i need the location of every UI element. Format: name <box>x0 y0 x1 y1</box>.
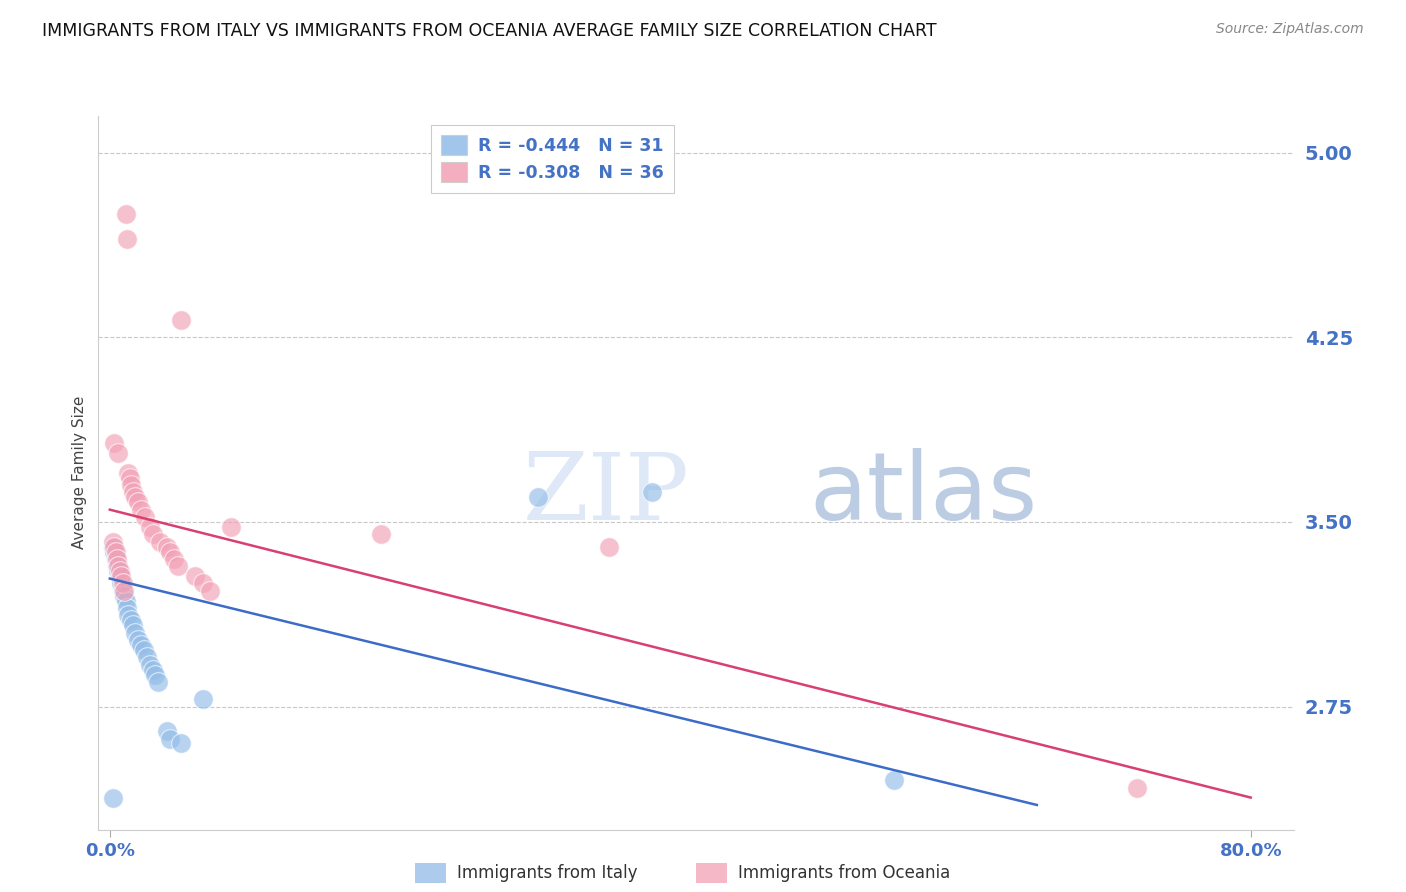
Point <box>114 593 136 607</box>
Point <box>191 692 214 706</box>
Point <box>112 589 135 603</box>
Point <box>526 491 548 505</box>
Point <box>145 667 167 681</box>
Legend: R = -0.444   N = 31, R = -0.308   N = 36: R = -0.444 N = 31, R = -0.308 N = 36 <box>432 125 673 193</box>
Text: atlas: atlas <box>810 448 1038 541</box>
Point <box>191 576 214 591</box>
Point <box>135 650 157 665</box>
Point <box>129 638 152 652</box>
Point <box>104 544 127 558</box>
Point <box>110 576 132 591</box>
Point <box>134 510 156 524</box>
Point <box>1125 780 1147 795</box>
Point <box>883 773 905 788</box>
Point <box>156 724 179 739</box>
Point <box>105 552 128 566</box>
Point <box>103 540 125 554</box>
Point <box>370 527 392 541</box>
Point <box>127 495 149 509</box>
Point <box>101 790 124 805</box>
Point <box>111 576 134 591</box>
Point <box>103 436 125 450</box>
Point <box>108 564 131 578</box>
Point <box>103 544 125 558</box>
Point <box>163 552 186 566</box>
Point <box>111 583 134 598</box>
Y-axis label: Average Family Size: Average Family Size <box>72 396 87 549</box>
Point <box>117 608 139 623</box>
Point <box>142 663 165 677</box>
Point <box>121 485 143 500</box>
Point <box>121 618 143 632</box>
Point <box>104 552 127 566</box>
Point <box>598 540 620 554</box>
Point <box>139 657 162 672</box>
Point <box>101 540 124 554</box>
Point <box>112 583 135 598</box>
Point <box>127 633 149 648</box>
Point <box>107 559 129 574</box>
Text: IMMIGRANTS FROM ITALY VS IMMIGRANTS FROM OCEANIA AVERAGE FAMILY SIZE CORRELATION: IMMIGRANTS FROM ITALY VS IMMIGRANTS FROM… <box>42 22 936 40</box>
Text: ZIP: ZIP <box>523 450 689 539</box>
Point <box>114 207 136 221</box>
Text: Source: ZipAtlas.com: Source: ZipAtlas.com <box>1216 22 1364 37</box>
Point <box>148 674 170 689</box>
Point <box>132 643 155 657</box>
Text: Immigrants from Oceania: Immigrants from Oceania <box>738 864 950 882</box>
Point <box>167 559 190 574</box>
Point <box>117 466 139 480</box>
Point <box>139 520 162 534</box>
Point <box>110 569 132 583</box>
Point <box>198 583 221 598</box>
Point <box>156 540 179 554</box>
Point <box>105 559 128 574</box>
Point <box>184 569 207 583</box>
Point <box>124 491 146 505</box>
Point <box>149 534 172 549</box>
Point <box>159 544 181 558</box>
Point <box>170 736 193 750</box>
Point <box>107 564 129 578</box>
Point <box>101 534 124 549</box>
Point <box>115 601 138 615</box>
Point <box>641 485 664 500</box>
Point <box>107 446 129 460</box>
Point <box>142 527 165 541</box>
Point <box>170 313 193 327</box>
Point <box>120 614 142 628</box>
Point <box>120 478 142 492</box>
Text: Immigrants from Italy: Immigrants from Italy <box>457 864 637 882</box>
Point <box>118 471 141 485</box>
Point <box>129 502 152 516</box>
Point <box>219 520 242 534</box>
Point <box>115 232 138 246</box>
Point <box>124 625 146 640</box>
Point <box>159 731 181 746</box>
Point <box>108 569 131 583</box>
